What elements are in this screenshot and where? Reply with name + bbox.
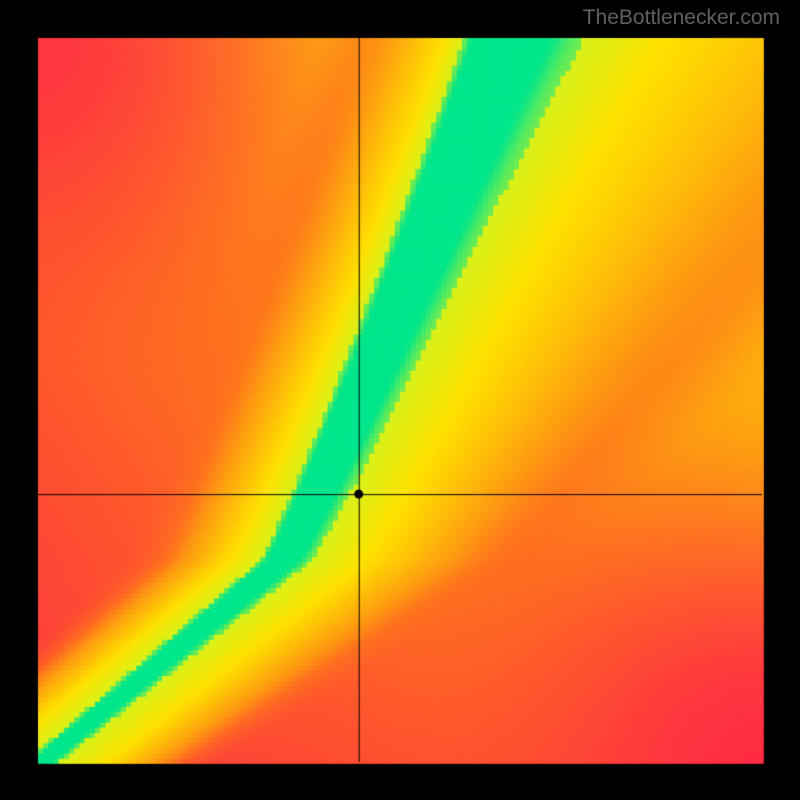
heatmap-canvas bbox=[0, 0, 800, 800]
chart-container: TheBottlenecker.com bbox=[0, 0, 800, 800]
watermark: TheBottlenecker.com bbox=[583, 6, 780, 30]
